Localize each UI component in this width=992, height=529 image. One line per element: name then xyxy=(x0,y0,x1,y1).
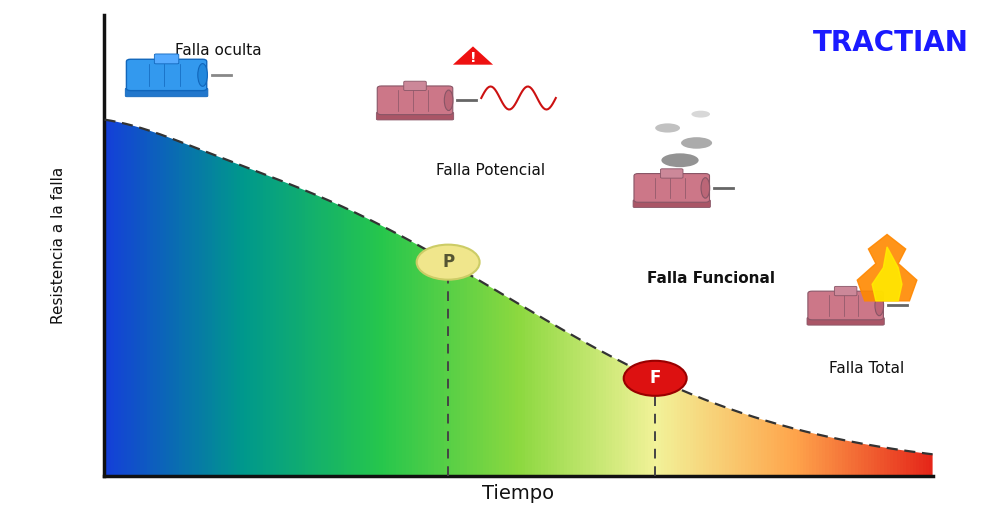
FancyBboxPatch shape xyxy=(126,59,206,90)
FancyBboxPatch shape xyxy=(404,81,427,90)
Ellipse shape xyxy=(875,295,884,316)
Text: !: ! xyxy=(470,51,476,65)
FancyBboxPatch shape xyxy=(125,88,208,97)
Ellipse shape xyxy=(691,111,710,117)
Polygon shape xyxy=(450,45,496,66)
FancyBboxPatch shape xyxy=(376,112,453,120)
Text: Falla Total: Falla Total xyxy=(829,361,905,376)
Ellipse shape xyxy=(444,90,453,111)
Text: Falla Funcional: Falla Funcional xyxy=(647,271,775,286)
Text: Resistencia a la falla: Resistencia a la falla xyxy=(52,167,66,324)
Text: P: P xyxy=(442,253,454,271)
FancyBboxPatch shape xyxy=(834,286,857,296)
Circle shape xyxy=(417,244,479,280)
Circle shape xyxy=(624,361,686,396)
Text: Falla oculta: Falla oculta xyxy=(175,43,262,58)
X-axis label: Tiempo: Tiempo xyxy=(482,485,555,504)
Ellipse shape xyxy=(701,178,709,198)
FancyBboxPatch shape xyxy=(633,200,710,207)
FancyBboxPatch shape xyxy=(377,86,452,115)
FancyBboxPatch shape xyxy=(807,317,884,325)
Text: TRACTIAN: TRACTIAN xyxy=(812,29,968,57)
Ellipse shape xyxy=(682,137,712,149)
FancyBboxPatch shape xyxy=(807,291,884,320)
Text: Falla Potencial: Falla Potencial xyxy=(435,162,545,178)
Polygon shape xyxy=(857,234,917,301)
Polygon shape xyxy=(872,247,902,301)
FancyBboxPatch shape xyxy=(155,54,179,64)
Ellipse shape xyxy=(662,153,698,167)
FancyBboxPatch shape xyxy=(634,174,709,202)
Text: F: F xyxy=(650,369,661,387)
Ellipse shape xyxy=(197,63,207,86)
Ellipse shape xyxy=(655,123,681,133)
FancyBboxPatch shape xyxy=(661,169,683,178)
